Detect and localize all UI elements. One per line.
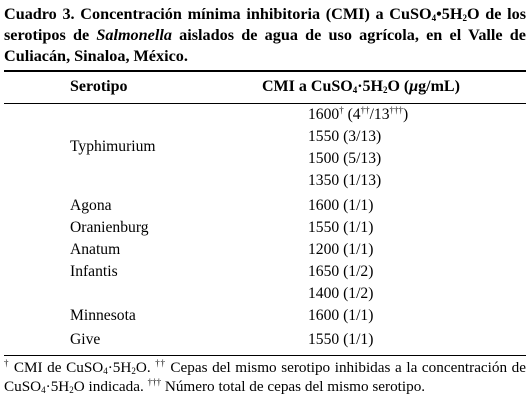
serotype-anatum: Anatum	[70, 241, 121, 258]
cmi-infantis-2: 1400 (1/2)	[308, 285, 374, 302]
cmi-typhimurium-2: 1550 (3/13)	[308, 128, 382, 145]
cmi-oranienburg: 1550 (1/1)	[308, 219, 374, 236]
table-caption: Cuadro 3. Concentración mínima inhibitor…	[4, 5, 526, 65]
serotype-infantis: Infantis	[70, 263, 118, 280]
cmi-typhimurium-3: 1500 (5/13)	[308, 150, 382, 167]
header-serotype: Serotipo	[70, 78, 128, 95]
header-rule	[4, 103, 526, 104]
serotype-minnesota: Minnesota	[70, 307, 136, 324]
cmi-anatum: 1200 (1/1)	[308, 241, 374, 258]
top-rule	[4, 70, 526, 72]
header-cmi: CMI a CuSO4·5H2O (μg/mL)	[262, 78, 460, 95]
serotype-agona: Agona	[70, 197, 112, 214]
serotype-oranienburg: Oranienburg	[70, 219, 149, 236]
cmi-infantis-1: 1650 (1/2)	[308, 263, 374, 280]
bottom-rule	[4, 355, 526, 356]
table-body: Typhimurium 1600† (4††/13†††) 1550 (3/13…	[4, 104, 526, 349]
table-footnote: † CMI de CuSO4·5H2O. †† Cepas del mismo …	[4, 358, 527, 396]
footnote-marker-3: †††	[147, 377, 162, 387]
table-figure: Cuadro 3. Concentración mínima inhibitor…	[4, 0, 526, 411]
cmi-typhimurium-1: 1600† (4††/13†††)	[308, 105, 409, 124]
table-header: Serotipo CMI a CuSO4·5H2O (μg/mL)	[4, 72, 526, 103]
footnote-marker-2: ††	[155, 358, 166, 368]
footnote-marker-1: †	[4, 358, 10, 368]
caption-genus: Salmonella	[96, 26, 172, 44]
serotype-give: Give	[70, 331, 101, 348]
serotype-typhimurium: Typhimurium	[70, 138, 156, 155]
cmi-typhimurium-4: 1350 (1/13)	[308, 172, 382, 189]
cmi-give: 1550 (1/1)	[308, 331, 374, 348]
cmi-minnesota: 1600 (1/1)	[308, 307, 374, 324]
caption-label: Cuadro 3.	[4, 5, 75, 23]
cmi-agona: 1600 (1/1)	[308, 197, 374, 214]
